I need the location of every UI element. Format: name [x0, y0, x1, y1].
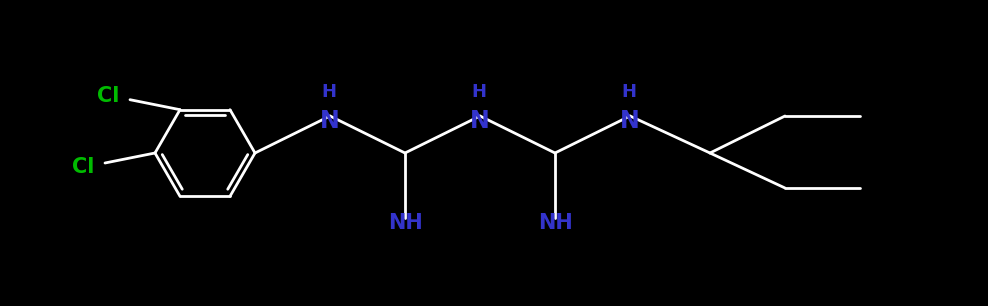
Text: H: H: [621, 83, 636, 101]
Text: Cl: Cl: [97, 86, 120, 106]
Text: H: H: [471, 83, 486, 101]
Text: N: N: [620, 109, 640, 133]
Text: NH: NH: [537, 213, 572, 233]
Text: NH: NH: [387, 213, 423, 233]
Text: Cl: Cl: [72, 157, 94, 177]
Text: H: H: [321, 83, 337, 101]
Text: N: N: [470, 109, 490, 133]
Text: N: N: [320, 109, 340, 133]
